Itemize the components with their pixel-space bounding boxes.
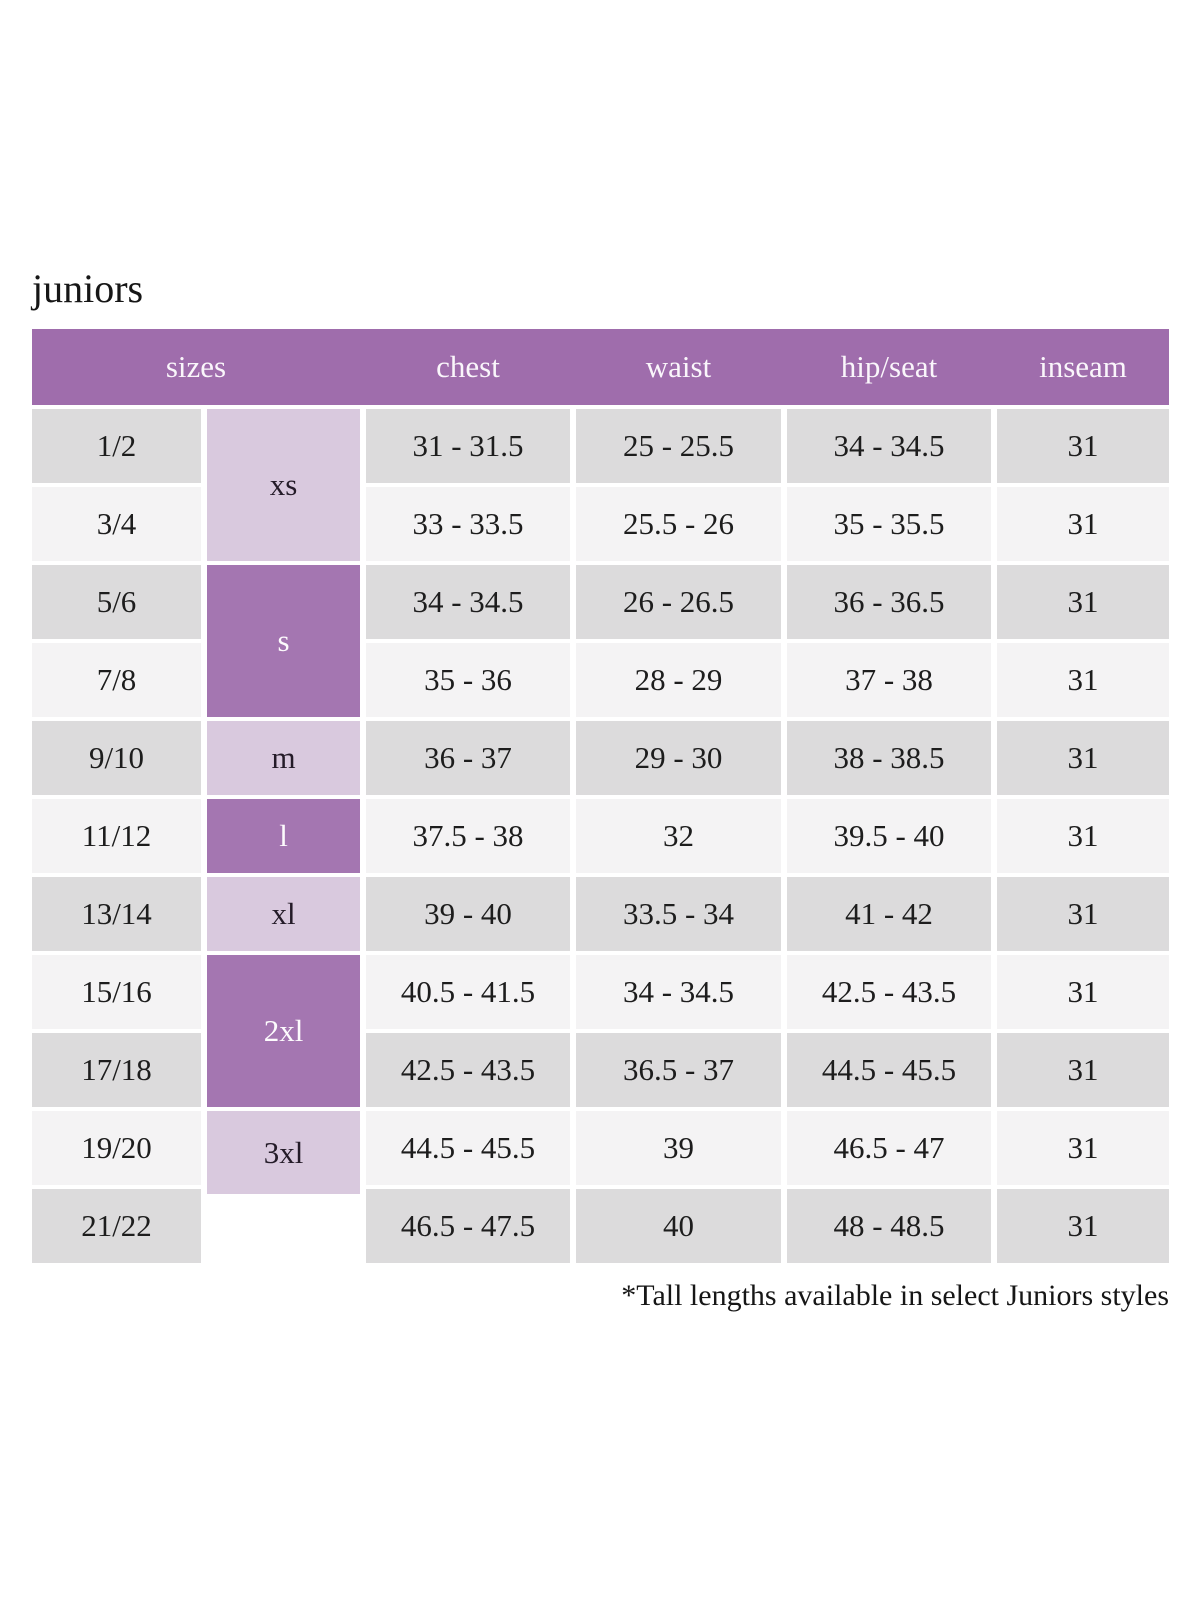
size-cell: 7/8 xyxy=(32,643,201,717)
waist-cell: 25 - 25.5 xyxy=(576,409,781,483)
table-header-row: sizes chest waist hip/seat inseam xyxy=(32,329,1169,405)
column-header-chest: chest xyxy=(436,349,500,384)
hip-seat-cell: 42.5 - 43.5 xyxy=(787,955,991,1029)
waist-cell: 25.5 - 26 xyxy=(576,487,781,561)
chest-cell: 44.5 - 45.5 xyxy=(366,1111,570,1185)
waist-cell: 36.5 - 37 xyxy=(576,1033,781,1107)
size-cell: 13/14 xyxy=(32,877,201,951)
table-body: 1/2 xs 31 - 31.5 25 - 25.5 34 - 34.5 31 … xyxy=(32,409,1169,1263)
inseam-cell: 31 xyxy=(997,1189,1169,1263)
inseam-cell: 31 xyxy=(997,877,1169,951)
size-cell: 19/20 xyxy=(32,1111,201,1185)
inseam-cell: 31 xyxy=(997,955,1169,1029)
hip-seat-cell: 34 - 34.5 xyxy=(787,409,991,483)
hip-seat-cell: 37 - 38 xyxy=(787,643,991,717)
size-cell: 5/6 xyxy=(32,565,201,639)
hip-seat-cell: 38 - 38.5 xyxy=(787,721,991,795)
waist-cell: 33.5 - 34 xyxy=(576,877,781,951)
column-header-waist: waist xyxy=(645,349,712,384)
inseam-cell: 31 xyxy=(997,799,1169,873)
size-chart-table: sizes chest waist hip/seat inseam 1/2 xs… xyxy=(32,329,1169,1263)
chest-cell: 34 - 34.5 xyxy=(366,565,570,639)
hip-seat-cell: 35 - 35.5 xyxy=(787,487,991,561)
hip-seat-cell: 41 - 42 xyxy=(787,877,991,951)
inseam-cell: 31 xyxy=(997,721,1169,795)
inseam-cell: 31 xyxy=(997,487,1169,561)
chest-cell: 39 - 40 xyxy=(366,877,570,951)
waist-cell: 26 - 26.5 xyxy=(576,565,781,639)
chest-cell: 36 - 37 xyxy=(366,721,570,795)
chest-cell: 42.5 - 43.5 xyxy=(366,1033,570,1107)
letter-size-cell-l: l xyxy=(207,799,360,873)
chest-cell: 35 - 36 xyxy=(366,643,570,717)
hip-seat-cell: 48 - 48.5 xyxy=(787,1189,991,1263)
waist-cell: 28 - 29 xyxy=(576,643,781,717)
letter-size-cell-2xl: 2xl xyxy=(207,955,360,1107)
size-cell: 21/22 xyxy=(32,1189,201,1263)
hip-seat-cell: 39.5 - 40 xyxy=(787,799,991,873)
hip-seat-cell: 36 - 36.5 xyxy=(787,565,991,639)
chest-cell: 31 - 31.5 xyxy=(366,409,570,483)
hip-seat-cell: 46.5 - 47 xyxy=(787,1111,991,1185)
letter-size-cell-xl: xl xyxy=(207,877,360,951)
size-cell: 3/4 xyxy=(32,487,201,561)
waist-cell: 40 xyxy=(576,1189,781,1263)
chest-cell: 33 - 33.5 xyxy=(366,487,570,561)
letter-size-cell-3xl: 3xl xyxy=(207,1111,360,1194)
inseam-cell: 31 xyxy=(997,1111,1169,1185)
chest-cell: 37.5 - 38 xyxy=(366,799,570,873)
inseam-cell: 31 xyxy=(997,1033,1169,1107)
inseam-cell: 31 xyxy=(997,565,1169,639)
size-cell: 1/2 xyxy=(32,409,201,483)
column-header-hip-seat: hip/seat xyxy=(840,349,938,384)
letter-size-cell-m: m xyxy=(207,721,360,795)
size-cell: 11/12 xyxy=(32,799,201,873)
footnote: *Tall lengths available in select Junior… xyxy=(621,1279,1169,1312)
hip-seat-cell: 44.5 - 45.5 xyxy=(787,1033,991,1107)
page-title: juniors xyxy=(32,266,144,311)
column-header-inseam: inseam xyxy=(1039,349,1127,384)
size-cell: 9/10 xyxy=(32,721,201,795)
waist-cell: 29 - 30 xyxy=(576,721,781,795)
inseam-cell: 31 xyxy=(997,643,1169,717)
letter-size-cell-xs: xs xyxy=(207,409,360,561)
inseam-cell: 31 xyxy=(997,409,1169,483)
size-cell: 15/16 xyxy=(32,955,201,1029)
size-chart-page: juniors sizes chest waist hip/seat insea… xyxy=(32,266,1169,1312)
column-header-sizes: sizes xyxy=(165,349,227,384)
waist-cell: 39 xyxy=(576,1111,781,1185)
waist-cell: 34 - 34.5 xyxy=(576,955,781,1029)
waist-cell: 32 xyxy=(576,799,781,873)
chest-cell: 40.5 - 41.5 xyxy=(366,955,570,1029)
letter-size-cell-s: s xyxy=(207,565,360,717)
size-cell: 17/18 xyxy=(32,1033,201,1107)
chest-cell: 46.5 - 47.5 xyxy=(366,1189,570,1263)
